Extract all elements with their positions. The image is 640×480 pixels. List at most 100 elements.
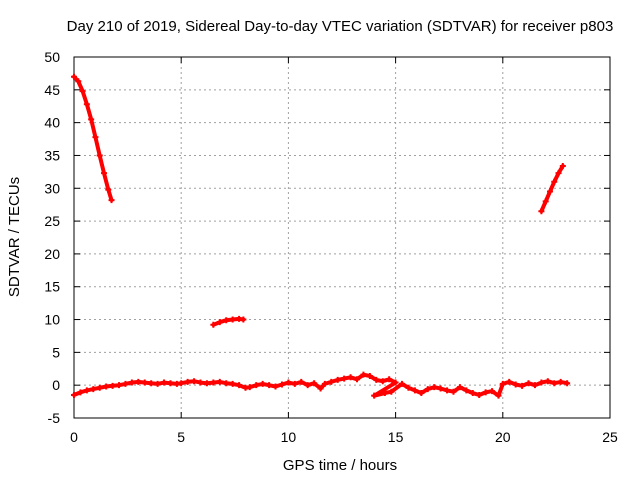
data-point <box>105 186 112 193</box>
data-point <box>304 382 311 389</box>
data-point <box>141 379 148 386</box>
y-tick-label: -5 <box>48 410 61 426</box>
x-axis-title: GPS time / hours <box>283 457 397 474</box>
data-point <box>77 389 84 396</box>
data-point <box>321 380 328 387</box>
data-point <box>555 170 562 177</box>
data-point <box>557 378 564 385</box>
data-point <box>482 389 489 396</box>
data-point <box>347 374 354 381</box>
data-point <box>564 380 571 387</box>
axis-ticks: 0 5 10 15 20 25 -5 0 5 10 15 20 25 30 35 40 45 50 <box>44 49 618 445</box>
data-point <box>512 381 519 388</box>
data-point <box>223 380 230 387</box>
data-point <box>424 386 431 393</box>
data-point <box>266 382 273 389</box>
data-point <box>538 379 545 386</box>
y-tick-label: 30 <box>44 180 60 196</box>
data-point <box>328 378 335 385</box>
data-point <box>109 382 116 389</box>
data-point <box>386 376 393 383</box>
data-point <box>108 197 115 204</box>
data-point <box>83 387 90 394</box>
data-point <box>546 188 553 195</box>
x-tick-label: 0 <box>70 429 78 445</box>
data-point <box>103 383 110 390</box>
data-point <box>101 170 108 177</box>
y-tick-label: 15 <box>44 279 60 295</box>
data-point <box>311 380 318 387</box>
y-tick-label: 10 <box>44 312 60 328</box>
data-point <box>469 390 476 397</box>
data-point <box>272 383 279 390</box>
data-point <box>128 379 135 386</box>
data-point <box>489 388 496 395</box>
data-point <box>418 390 425 397</box>
x-tick-label: 15 <box>388 429 404 445</box>
data-point <box>519 382 526 389</box>
data-point <box>538 208 545 215</box>
data-point <box>354 376 361 383</box>
data-point <box>399 380 406 387</box>
data-point <box>246 384 253 391</box>
data-point <box>229 316 236 323</box>
data-point <box>236 382 243 389</box>
data-point <box>197 379 204 386</box>
data-point <box>341 375 348 382</box>
series-trace-0 <box>72 74 114 203</box>
data-point <box>551 178 558 185</box>
data-point <box>291 380 298 387</box>
y-tick-label: 40 <box>44 115 60 131</box>
data-point <box>223 317 230 324</box>
x-tick-label: 20 <box>495 429 511 445</box>
data-point <box>184 378 191 385</box>
data-point <box>525 380 532 387</box>
data-point <box>379 378 386 385</box>
data-point <box>544 378 551 385</box>
y-axis-title: SDTVAR / TECUs <box>6 177 23 297</box>
plot-border <box>73 56 611 419</box>
data-point <box>210 379 217 386</box>
data-point <box>298 378 305 385</box>
data-point <box>216 378 223 385</box>
data-point <box>79 88 86 95</box>
data-point <box>476 392 483 399</box>
data-point <box>75 78 82 85</box>
data-point <box>371 392 378 399</box>
data-point <box>71 392 77 399</box>
data-point <box>135 378 142 385</box>
data-point <box>216 319 223 326</box>
y-tick-label: 5 <box>52 344 60 360</box>
data-point <box>116 382 123 389</box>
data-point <box>83 101 90 108</box>
data-point <box>499 380 506 387</box>
grid-lines <box>74 57 610 418</box>
data-point <box>463 387 470 394</box>
y-tick-label: 25 <box>44 213 60 229</box>
data-point <box>531 382 538 389</box>
data-point <box>334 376 341 383</box>
data-point <box>148 380 155 387</box>
y-tick-label: 0 <box>52 377 60 393</box>
chart-title: Day 210 of 2019, Sidereal Day-to-day VTE… <box>67 18 614 35</box>
data-point <box>240 316 247 323</box>
data-point <box>203 380 210 387</box>
data-point <box>122 380 129 387</box>
data-point <box>360 371 367 378</box>
data-point <box>392 379 399 386</box>
data-point <box>559 162 566 169</box>
data-point <box>229 380 236 387</box>
data-point <box>437 385 444 392</box>
y-tick-label: 35 <box>44 147 60 163</box>
data-point <box>161 379 168 386</box>
data-point <box>542 198 549 205</box>
data-point <box>253 382 260 389</box>
data-point <box>178 380 185 387</box>
data-point <box>450 388 457 395</box>
y-tick-label: 50 <box>44 49 60 65</box>
data-point <box>259 380 266 387</box>
y-tick-label: 20 <box>44 246 60 262</box>
data-point <box>71 73 77 80</box>
data-point <box>373 376 380 383</box>
